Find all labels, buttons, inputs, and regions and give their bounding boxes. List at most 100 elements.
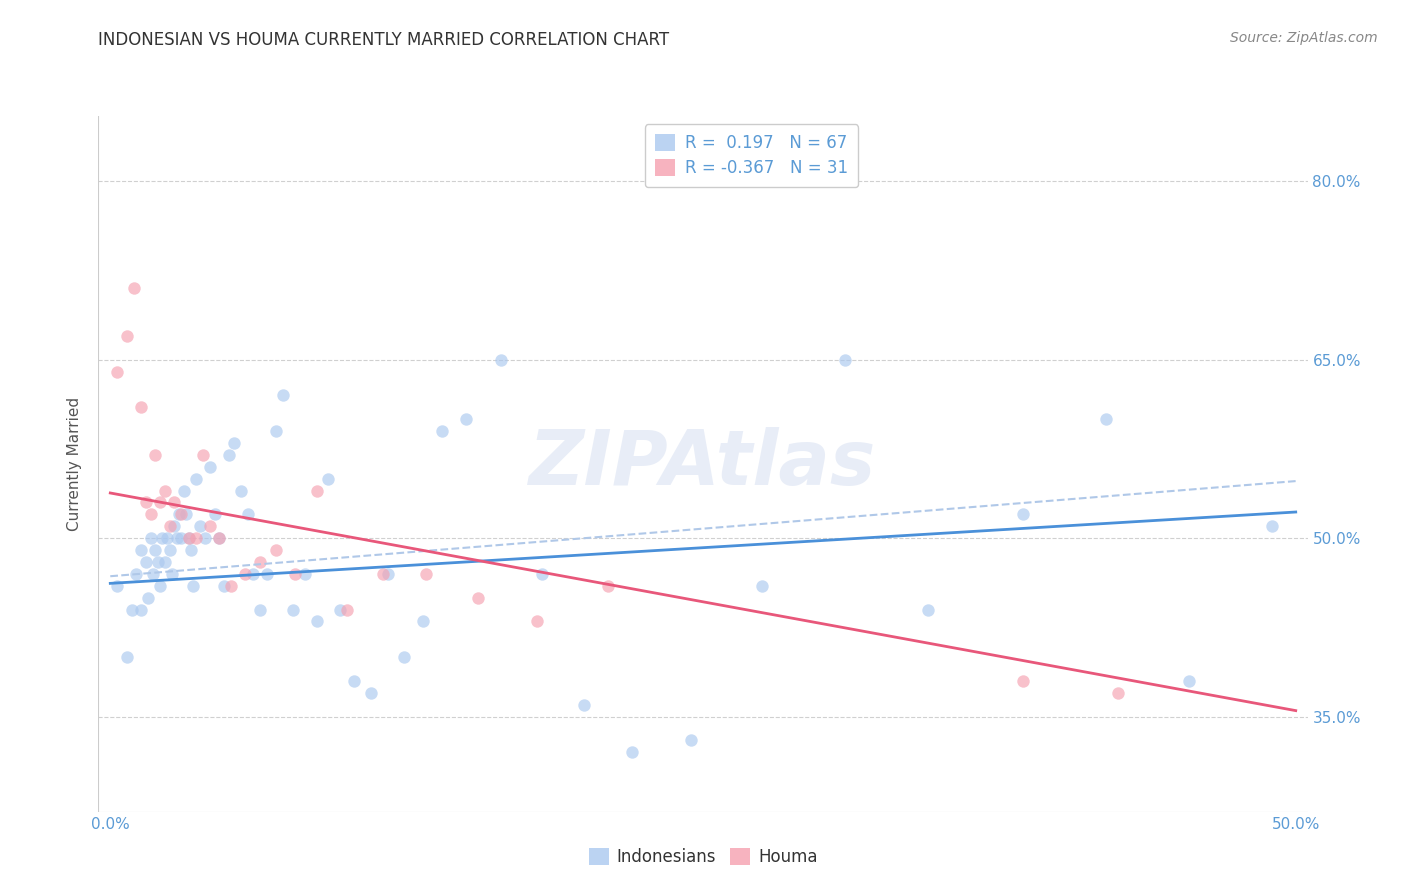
Point — [153, 483, 176, 498]
Point — [371, 566, 394, 581]
Point — [170, 531, 193, 545]
Point — [235, 566, 257, 581]
Point — [174, 508, 197, 522]
Point — [273, 388, 295, 402]
Point — [1012, 673, 1035, 688]
Point — [204, 508, 226, 522]
Point — [163, 495, 186, 509]
Point — [105, 579, 128, 593]
Point — [242, 566, 264, 581]
Point — [142, 566, 165, 581]
Point — [377, 566, 399, 581]
Point — [305, 483, 328, 498]
Point — [1178, 673, 1201, 688]
Point — [180, 543, 202, 558]
Point — [122, 281, 145, 295]
Point — [166, 531, 188, 545]
Point — [149, 495, 172, 509]
Point — [284, 566, 307, 581]
Point — [129, 543, 152, 558]
Point — [125, 566, 148, 581]
Point — [105, 365, 128, 379]
Point — [152, 531, 174, 545]
Point — [329, 602, 352, 616]
Point — [526, 615, 548, 629]
Point — [121, 602, 143, 616]
Point — [198, 519, 221, 533]
Point — [598, 579, 620, 593]
Point — [160, 566, 183, 581]
Point — [208, 531, 231, 545]
Point — [177, 531, 200, 545]
Point — [412, 615, 434, 629]
Text: INDONESIAN VS HOUMA CURRENTLY MARRIED CORRELATION CHART: INDONESIAN VS HOUMA CURRENTLY MARRIED CO… — [98, 31, 669, 49]
Point — [191, 448, 214, 462]
Point — [190, 519, 212, 533]
Point — [343, 673, 366, 688]
Text: ZIPAtlas: ZIPAtlas — [529, 427, 877, 500]
Point — [139, 508, 162, 522]
Point — [249, 555, 271, 569]
Point — [1107, 686, 1129, 700]
Point — [219, 579, 242, 593]
Point — [146, 555, 169, 569]
Point — [115, 329, 138, 343]
Point — [143, 448, 166, 462]
Point — [135, 555, 157, 569]
Point — [149, 579, 172, 593]
Y-axis label: Currently Married: Currently Married — [67, 397, 83, 531]
Point — [194, 531, 217, 545]
Point — [751, 579, 773, 593]
Point — [491, 352, 513, 367]
Point — [415, 566, 437, 581]
Point — [115, 650, 138, 665]
Point — [170, 508, 193, 522]
Point — [256, 566, 278, 581]
Point — [129, 401, 152, 415]
Point — [249, 602, 271, 616]
Point — [834, 352, 856, 367]
Point — [530, 566, 553, 581]
Point — [159, 543, 181, 558]
Point — [294, 566, 316, 581]
Point — [229, 483, 252, 498]
Point — [681, 733, 703, 747]
Point — [394, 650, 416, 665]
Point — [917, 602, 939, 616]
Legend: Indonesians, Houma: Indonesians, Houma — [582, 841, 824, 873]
Point — [136, 591, 159, 605]
Point — [184, 472, 207, 486]
Point — [212, 579, 235, 593]
Point — [218, 448, 240, 462]
Point — [1012, 508, 1035, 522]
Text: Source: ZipAtlas.com: Source: ZipAtlas.com — [1230, 31, 1378, 45]
Point — [1095, 412, 1118, 426]
Point — [360, 686, 382, 700]
Point — [184, 531, 207, 545]
Point — [305, 615, 328, 629]
Point — [236, 508, 259, 522]
Point — [181, 579, 204, 593]
Point — [153, 555, 176, 569]
Point — [129, 602, 152, 616]
Point — [432, 424, 454, 438]
Point — [264, 543, 287, 558]
Point — [281, 602, 304, 616]
Point — [454, 412, 477, 426]
Point — [264, 424, 287, 438]
Point — [173, 483, 195, 498]
Point — [208, 531, 231, 545]
Point — [1261, 519, 1284, 533]
Point — [163, 519, 186, 533]
Point — [159, 519, 181, 533]
Point — [167, 508, 190, 522]
Point — [336, 602, 359, 616]
Point — [135, 495, 157, 509]
Point — [620, 745, 643, 759]
Point — [177, 531, 200, 545]
Point — [574, 698, 596, 712]
Point — [318, 472, 340, 486]
Point — [143, 543, 166, 558]
Point — [139, 531, 162, 545]
Point — [467, 591, 489, 605]
